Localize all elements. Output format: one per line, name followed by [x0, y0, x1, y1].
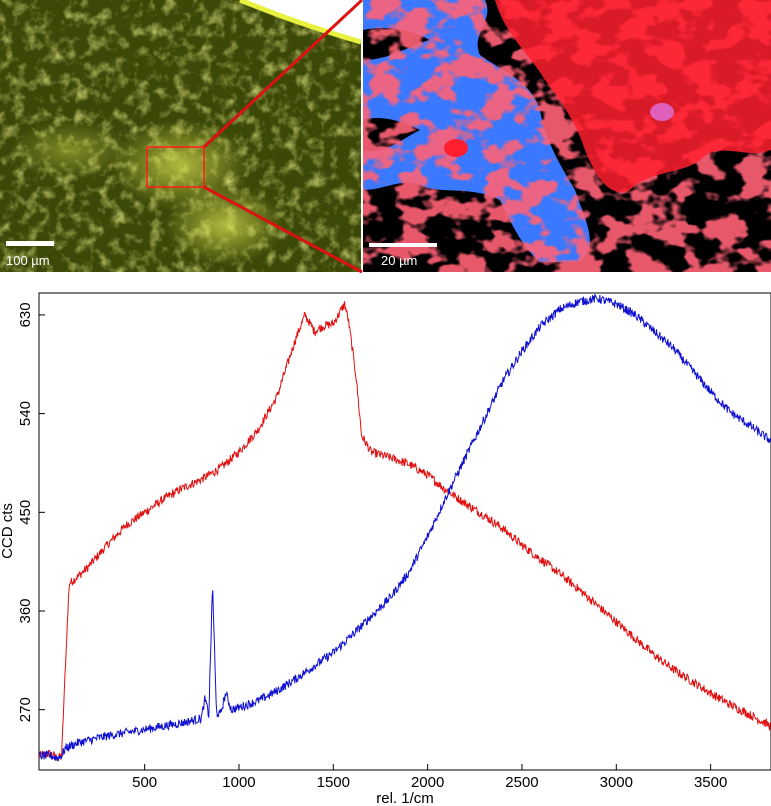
y-tick-label: 270	[17, 697, 34, 722]
scalebar-label-100um: 100 µm	[6, 253, 50, 268]
x-tick-label: 1500	[317, 774, 350, 791]
scalebar-20um	[369, 243, 437, 247]
bright-region-left	[10, 120, 130, 180]
red-domain	[495, 0, 771, 193]
magenta-spot	[650, 103, 674, 121]
x-tick-label: 500	[132, 774, 157, 791]
zoom-line-top	[202, 0, 364, 149]
roi-box	[146, 146, 205, 188]
y-axis-label: CCD cts	[0, 503, 16, 559]
scalebar-label-20um: 20 µm	[381, 253, 417, 268]
x-axis: 500 1000 1500 2000 2500 3000 3500	[132, 764, 727, 791]
raman-map-panel: 20 µm	[363, 0, 771, 272]
red-spot-left	[444, 139, 468, 157]
x-tick-label: 2000	[411, 774, 444, 791]
plot-frame	[38, 292, 771, 771]
y-tick-label: 450	[17, 500, 34, 525]
x-tick-label: 3000	[600, 774, 633, 791]
bright-region-lower	[165, 185, 285, 265]
x-axis-label: rel. 1/cm	[376, 790, 434, 806]
microscope-panel: 100 µm	[0, 0, 361, 272]
x-tick-label: 1000	[222, 774, 255, 791]
zoom-line-bottom	[203, 185, 363, 274]
sample-edge-glow	[239, 0, 361, 45]
y-tick-label: 540	[17, 401, 34, 426]
series-layer	[39, 294, 771, 762]
scalebar-100um	[6, 241, 54, 246]
x-tick-label: 3500	[694, 774, 727, 791]
series-line-red	[39, 301, 771, 762]
x-tick-label: 2500	[505, 774, 538, 791]
y-tick-label: 360	[17, 598, 34, 623]
series-line-blue	[39, 294, 771, 762]
spectrum-chart: 500 1000 1500 2000 2500 3000 3500 270 360 450 540…	[0, 292, 771, 806]
y-axis: 270 360 450 540 630	[17, 302, 45, 722]
y-tick-label: 630	[17, 302, 34, 327]
